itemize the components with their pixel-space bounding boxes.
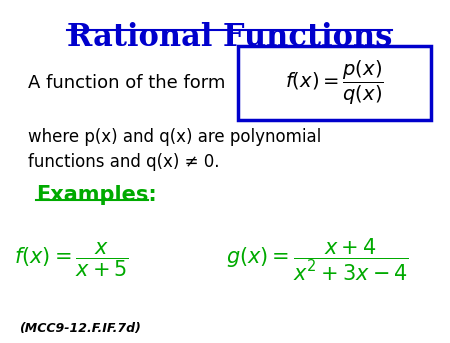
Text: $g(x) = \dfrac{x+4}{x^2+3x-4}$: $g(x) = \dfrac{x+4}{x^2+3x-4}$ xyxy=(225,237,409,283)
Text: $f(x) = \dfrac{p(x)}{q(x)}$: $f(x) = \dfrac{p(x)}{q(x)}$ xyxy=(285,59,384,107)
Text: Examples:: Examples: xyxy=(36,185,157,205)
Text: Rational Functions: Rational Functions xyxy=(67,22,392,53)
FancyBboxPatch shape xyxy=(238,46,431,120)
Text: $f(x) = \dfrac{x}{x+5}$: $f(x) = \dfrac{x}{x+5}$ xyxy=(14,241,129,279)
Text: where p(x) and q(x) are polynomial
functions and q(x) ≠ 0.: where p(x) and q(x) are polynomial funct… xyxy=(27,128,321,171)
Text: A function of the form: A function of the form xyxy=(27,74,225,92)
Text: (MCC9-12.F.IF.7d): (MCC9-12.F.IF.7d) xyxy=(19,322,141,335)
